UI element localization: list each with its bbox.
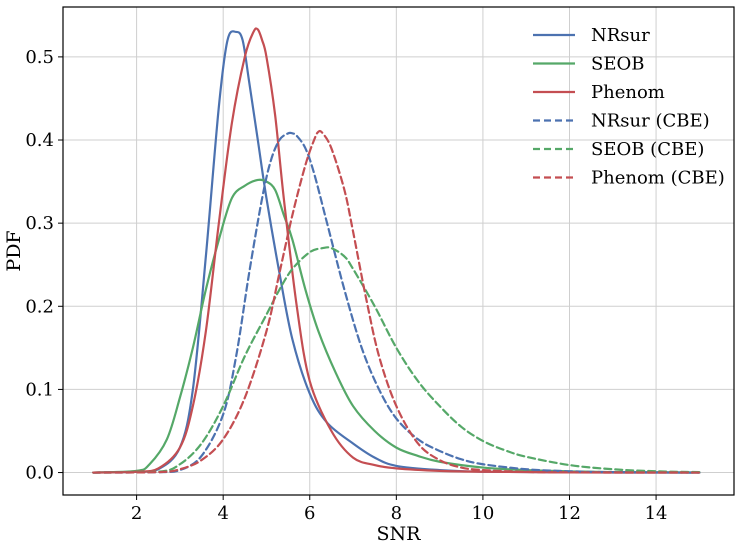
- y-tick-label: 0.4: [25, 130, 54, 151]
- series-line-phenom-cbe: [92, 129, 701, 474]
- series-lines: [92, 27, 701, 474]
- series-line-seob-cbe: [92, 246, 701, 474]
- x-tick-label: 12: [558, 503, 581, 524]
- legend-label-seob-cbe: SEOB (CBE): [591, 139, 704, 160]
- legend: NRsur SEOB Phenom NRsur (CBE) SEOB (CBE) Phen…: [533, 25, 725, 189]
- legend-label-nrsur-cbe: NRsur (CBE): [591, 111, 710, 132]
- y-tick-label: 0.1: [25, 379, 54, 400]
- y-tick-label: 0.0: [25, 463, 54, 484]
- x-axis-label: SNR: [377, 523, 422, 545]
- plot-frame: [62, 6, 735, 496]
- y-tick-label: 0.5: [25, 47, 54, 68]
- x-tick-label: 6: [304, 503, 315, 524]
- legend-label-phenom: Phenom: [591, 82, 665, 103]
- legend-label-phenom-cbe: Phenom (CBE): [591, 168, 725, 189]
- x-tick-label: 4: [217, 503, 228, 524]
- y-axis-label: PDF: [3, 230, 25, 271]
- legend-label-nrsur: NRsur: [591, 25, 650, 46]
- y-tick-label: 0.3: [25, 213, 54, 234]
- x-tick-label: 10: [471, 503, 494, 524]
- y-tick-label: 0.2: [25, 296, 54, 317]
- x-tick-label: 2: [131, 503, 142, 524]
- x-tick-label: 8: [391, 503, 402, 524]
- grid-lines: [63, 7, 734, 495]
- x-tick-label: 14: [645, 503, 668, 524]
- series-line-phenom: [92, 27, 701, 474]
- y-axis-ticks: 0.0 0.1 0.2 0.3 0.4 0.5: [25, 47, 63, 484]
- x-axis-ticks: 2 4 6 8 10 12 14: [131, 495, 668, 524]
- series-line-nrsur-cbe: [92, 131, 701, 474]
- series-line-nrsur: [92, 30, 701, 474]
- legend-label-seob: SEOB: [591, 54, 644, 75]
